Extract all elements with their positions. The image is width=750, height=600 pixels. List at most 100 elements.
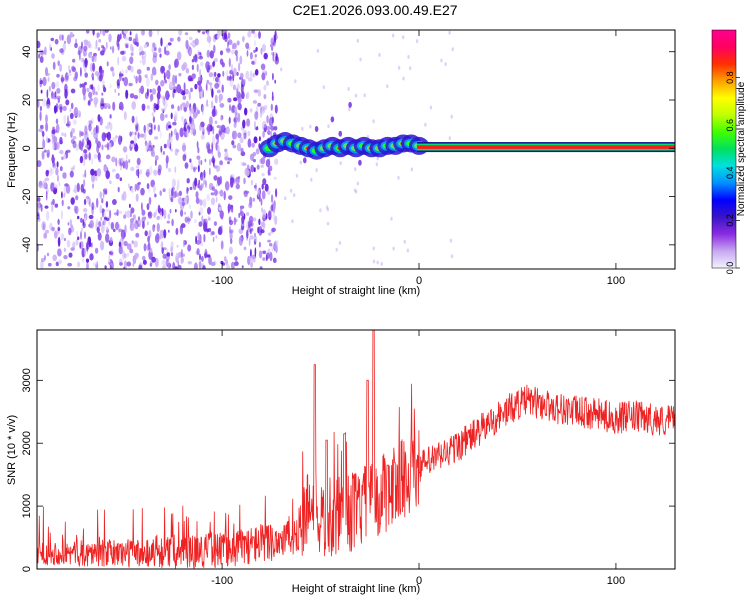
heatmap-cell xyxy=(185,68,190,74)
heatmap-cell xyxy=(227,157,233,161)
heatmap-cell xyxy=(104,216,107,220)
heatmap-cell xyxy=(89,197,91,208)
heatmap-cell xyxy=(219,210,224,219)
heatmap-cell xyxy=(115,157,118,167)
heatmap-cell xyxy=(139,133,145,138)
heatmap-cell xyxy=(85,144,90,149)
heatmap-cell xyxy=(335,247,338,252)
heatmap-cell xyxy=(182,62,188,69)
heatmap-cell xyxy=(270,204,274,212)
heatmap-cell xyxy=(204,158,207,163)
heatmap-cell xyxy=(135,75,138,84)
heatmap-cell xyxy=(197,80,202,86)
heatmap-cell xyxy=(72,165,76,170)
heatmap-cell xyxy=(272,51,275,62)
heatmap-cell xyxy=(327,124,330,129)
heatmap-cell xyxy=(70,138,75,144)
heatmap-cell xyxy=(110,66,114,72)
heatmap-cell xyxy=(112,199,117,205)
heatmap-cell xyxy=(45,114,48,124)
heatmap-cell xyxy=(121,103,124,111)
heatmap-cell xyxy=(198,211,201,216)
heatmap-cell xyxy=(199,206,204,215)
heatmap-cell xyxy=(137,132,140,139)
heatmap-cell xyxy=(263,104,266,114)
heatmap-cell xyxy=(266,80,269,86)
heatmap-cell xyxy=(147,211,153,219)
heatmap-cell xyxy=(72,136,77,140)
heatmap-cell xyxy=(67,222,70,226)
heatmap-cell xyxy=(252,100,257,104)
heatmap-cell xyxy=(41,184,44,189)
heatmap-cell xyxy=(72,58,76,63)
heatmap-cell xyxy=(42,76,47,86)
heatmap-cell xyxy=(177,179,180,189)
heatmap-cell xyxy=(152,55,157,64)
heatmap-cell xyxy=(54,38,59,45)
heatmap-cell xyxy=(206,254,211,258)
heatmap-cell xyxy=(148,196,152,205)
heatmap-cell xyxy=(180,103,183,111)
heatmap-cell xyxy=(91,72,94,79)
heatmap-cell xyxy=(195,197,200,205)
heatmap-cell xyxy=(189,78,194,82)
heatmap-cell xyxy=(153,184,156,194)
heatmap-cell xyxy=(376,260,379,265)
heatmap-cell xyxy=(130,52,134,56)
heatmap-cell xyxy=(215,235,218,239)
heatmap-cell xyxy=(214,57,218,63)
heatmap-cell xyxy=(270,125,275,131)
heatmap-cell xyxy=(309,124,312,129)
heatmap-cell xyxy=(235,54,239,62)
heatmap-cell xyxy=(140,30,145,36)
heatmap-cell xyxy=(169,81,174,90)
heatmap-cell xyxy=(181,257,184,263)
heatmap-cell xyxy=(209,64,212,70)
heatmap-cell xyxy=(161,259,167,266)
heatmap-cell xyxy=(66,34,72,45)
heatmap-cell xyxy=(148,140,152,148)
heatmap-cell xyxy=(100,223,105,234)
heatmap-cell xyxy=(96,261,99,269)
heatmap-cell xyxy=(153,47,157,52)
heatmap-cell xyxy=(380,261,383,266)
heatmap-cell xyxy=(146,221,149,226)
heatmap-cell xyxy=(176,149,180,153)
heatmap-cell xyxy=(171,178,176,188)
heatmap-cell xyxy=(169,208,172,214)
heatmap-cell xyxy=(150,73,154,81)
heatmap-cell xyxy=(178,30,183,36)
heatmap-cell xyxy=(124,210,127,217)
heatmap-cell xyxy=(152,224,156,233)
heatmap-cell xyxy=(214,71,217,77)
heatmap-cell xyxy=(202,265,206,269)
heatmap-cell xyxy=(157,85,161,94)
heatmap-cell xyxy=(171,218,174,227)
heatmap-cell xyxy=(178,72,182,77)
heatmap-cell xyxy=(197,49,200,57)
heatmap-cell xyxy=(195,191,199,199)
heatmap-cell xyxy=(79,155,84,164)
snr-x-label: Height of straight line (km) xyxy=(292,583,420,595)
heatmap-cell xyxy=(134,183,137,192)
heatmap-cell xyxy=(126,261,132,267)
heatmap-cell xyxy=(356,181,360,186)
heatmap-cell xyxy=(198,260,202,269)
heatmap-cell xyxy=(217,151,221,158)
heatmap-cell xyxy=(261,43,266,53)
heatmap-cell xyxy=(149,165,153,175)
heatmap-cell xyxy=(274,104,278,114)
heatmap-cell xyxy=(75,239,79,246)
heatmap-cell xyxy=(174,209,177,213)
heatmap-cell xyxy=(152,116,155,123)
heatmap-cell xyxy=(57,227,61,232)
heatmap-cell xyxy=(142,221,145,229)
heatmap-cell xyxy=(203,179,207,185)
heatmap-cell xyxy=(189,106,192,117)
heatmap-cell xyxy=(150,144,155,151)
heatmap-cell xyxy=(167,260,170,269)
heatmap-cell xyxy=(198,221,203,227)
heatmap-cell xyxy=(95,218,99,227)
heatmap-cell xyxy=(232,144,237,149)
heatmap-cell xyxy=(177,105,180,112)
